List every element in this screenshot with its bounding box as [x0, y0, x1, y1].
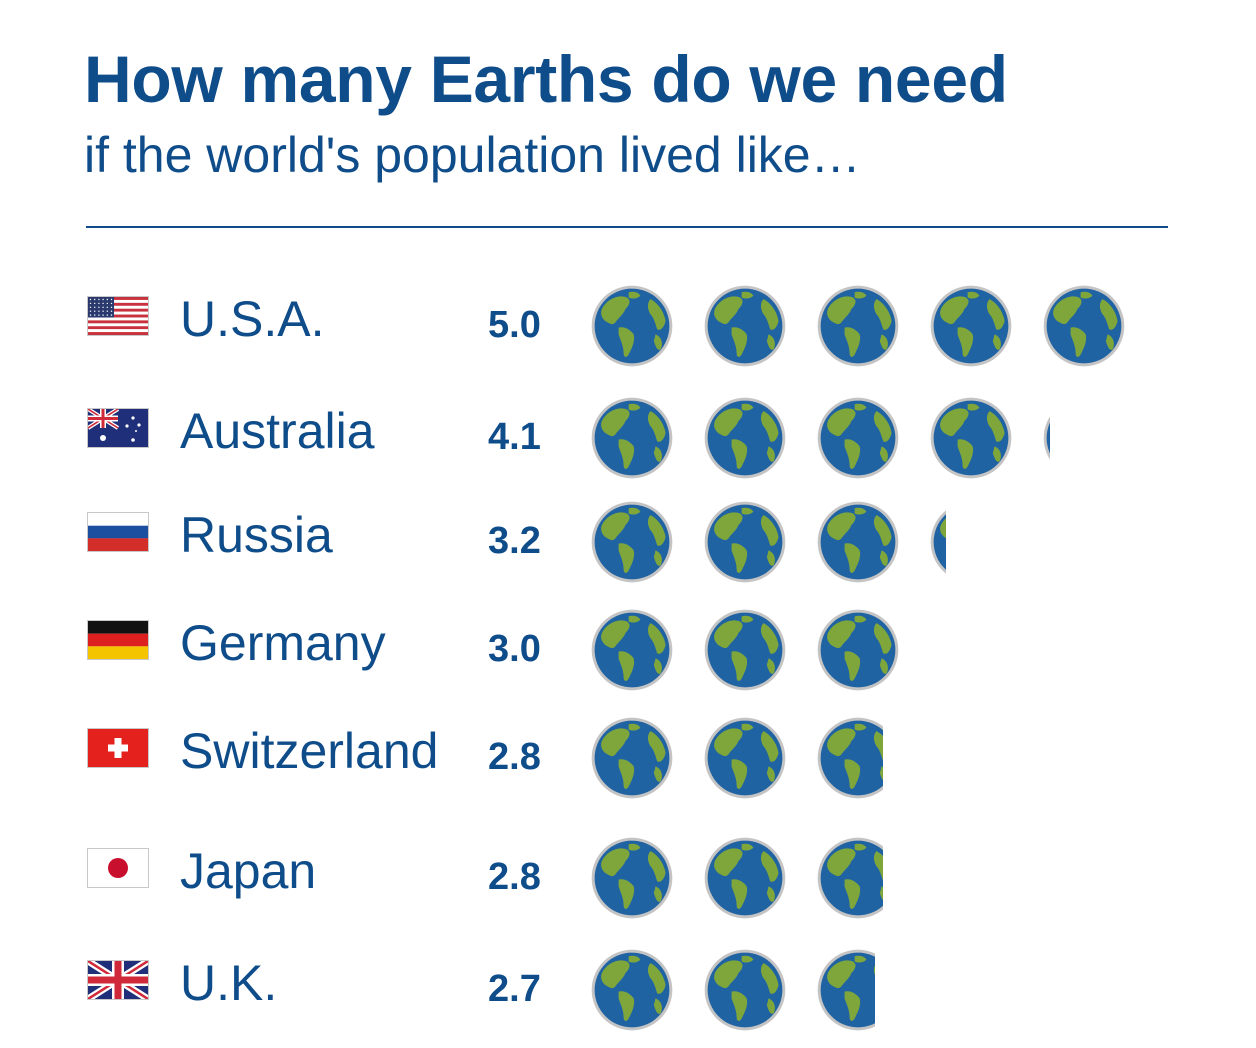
chart-row: Switzerland 2.8 — [0, 716, 1256, 816]
usa-flag-icon — [87, 296, 149, 336]
globe-bar — [590, 396, 1150, 480]
japan-flag-icon — [87, 848, 149, 888]
chart-row: Australia 4.1 — [0, 396, 1256, 496]
earth-globe-icon — [590, 948, 674, 1032]
earth-globe-icon — [1042, 396, 1050, 480]
category-label: Japan — [180, 843, 317, 899]
earth-globe-icon — [590, 608, 674, 692]
germany-flag-icon — [87, 620, 149, 660]
earth-globe-icon — [816, 396, 900, 480]
category-label: Germany — [180, 615, 386, 671]
earth-globe-icon — [703, 948, 787, 1032]
earth-globe-icon — [1042, 284, 1126, 368]
uk-flag-icon — [87, 960, 149, 1000]
earth-globe-icon — [816, 500, 900, 584]
category-label: Australia — [180, 403, 375, 459]
earth-globe-icon — [703, 396, 787, 480]
chart-row: U.K. 2.7 — [0, 948, 1256, 1048]
earth-globe-icon — [816, 716, 883, 800]
globe-bar — [590, 716, 1150, 800]
category-label: U.S.A. — [180, 291, 325, 347]
earth-globe-icon — [816, 836, 883, 920]
earth-globe-icon — [703, 836, 787, 920]
earth-globe-icon — [816, 608, 900, 692]
chart-row: Germany 3.0 — [0, 608, 1256, 708]
data-label: 2.8 — [488, 856, 541, 898]
chart-row: U.S.A. 5.0 — [0, 284, 1256, 384]
earth-globe-icon — [929, 396, 1013, 480]
chart-row: Russia 3.2 — [0, 500, 1256, 600]
russia-flag-icon — [87, 512, 149, 552]
earth-globe-icon — [590, 396, 674, 480]
earth-globe-icon — [590, 284, 674, 368]
header-divider — [86, 226, 1168, 228]
globe-bar — [590, 836, 1150, 920]
earth-globe-icon — [590, 836, 674, 920]
data-label: 2.7 — [488, 968, 541, 1010]
globe-bar — [590, 500, 1150, 584]
earth-globe-icon — [590, 716, 674, 800]
data-label: 4.1 — [488, 416, 541, 458]
category-label: Switzerland — [180, 723, 439, 779]
category-label: U.K. — [180, 955, 278, 1011]
data-label: 2.8 — [488, 736, 541, 778]
switzerland-flag-icon — [87, 728, 149, 768]
earth-globe-icon — [816, 948, 875, 1032]
earth-globe-icon — [929, 500, 946, 584]
data-label: 3.2 — [488, 520, 541, 562]
chart-subtitle: if the world's population lived like… — [84, 127, 861, 183]
category-label: Russia — [180, 507, 333, 563]
data-label: 5.0 — [488, 304, 541, 346]
globe-bar — [590, 948, 1150, 1032]
earth-globe-icon — [703, 284, 787, 368]
chart-title: How many Earths do we need — [84, 42, 1008, 116]
earth-globe-icon — [703, 500, 787, 584]
globe-bar — [590, 284, 1150, 368]
earth-globe-icon — [703, 608, 787, 692]
data-label: 3.0 — [488, 628, 541, 670]
globe-bar — [590, 608, 1150, 692]
chart-row: Japan 2.8 — [0, 836, 1256, 936]
earth-globe-icon — [929, 284, 1013, 368]
earth-globe-icon — [703, 716, 787, 800]
earth-globe-icon — [816, 284, 900, 368]
earth-globe-icon — [590, 500, 674, 584]
australia-flag-icon — [87, 408, 149, 448]
